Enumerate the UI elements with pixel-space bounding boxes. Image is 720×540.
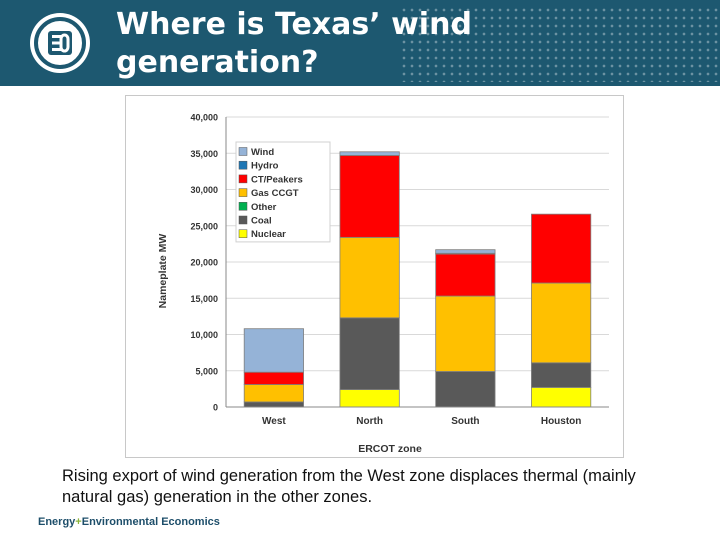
legend-swatch <box>238 160 248 170</box>
bar-segment <box>243 371 304 385</box>
slide-title: Where is Texas’ wind generation? <box>116 7 472 80</box>
stacked-bar-chart: Nameplate MW ERCOT zone 0 5,000 10,000 15,0… <box>157 113 609 455</box>
y-tick-label: 5,000 <box>195 366 218 376</box>
legend-label: Nuclear <box>251 229 286 240</box>
footer-brand: Energy+Environmental Economics <box>38 516 220 528</box>
footer-brand-part2: Environmental Economics <box>81 516 220 528</box>
legend-swatch <box>238 229 248 238</box>
x-tick-label: West <box>262 416 286 427</box>
bar-segment <box>435 371 496 408</box>
y-tick-label: 15,000 <box>190 294 218 304</box>
chart-legend: Wind Hydro CT/Peakers Gas CCGT Other Coal Nucl… <box>235 141 331 243</box>
footer-brand-plus: + <box>75 516 82 528</box>
legend-box <box>235 141 331 243</box>
bar-segment <box>339 155 400 238</box>
slide-header: Where is Texas’ wind generation? <box>0 0 720 86</box>
e3-logo-icon <box>30 13 90 73</box>
legend-swatch <box>238 174 248 184</box>
bar-segment <box>435 253 496 297</box>
bar-segment <box>435 249 496 254</box>
bar-segment <box>339 151 400 156</box>
bar-segment <box>435 295 496 372</box>
y-axis-label: Nameplate MW <box>157 234 169 309</box>
legend-swatch <box>238 147 248 156</box>
bar-segment <box>243 401 304 408</box>
slide-caption: Rising export of wind generation from th… <box>62 467 636 506</box>
legend-label: Coal <box>251 216 272 227</box>
axis-layer: Nameplate MW ERCOT zone 0 5,000 10,000 15,0… <box>157 113 609 455</box>
legend-swatch <box>238 215 248 225</box>
bar-segment <box>339 317 400 390</box>
legend-swatch <box>238 188 248 197</box>
legend-label: Gas CCGT <box>251 188 299 199</box>
header-dot-pattern <box>400 6 718 82</box>
bar-segment <box>531 362 592 388</box>
legend-label: Hydro <box>251 161 279 172</box>
y-tick-label: 0 <box>213 403 218 413</box>
legend-label: CT/Peakers <box>251 174 303 185</box>
y-tick-label: 20,000 <box>190 258 218 268</box>
chart-frame: Nameplate MW ERCOT zone 0 5,000 10,000 15,0… <box>125 95 624 458</box>
bar-segment <box>339 236 400 319</box>
y-tick-label: 35,000 <box>190 149 218 159</box>
y-tick-label: 25,000 <box>190 221 218 231</box>
legend-label: Wind <box>251 147 274 158</box>
x-tick-label: South <box>451 416 479 427</box>
x-tick-label: Houston <box>541 416 582 427</box>
x-axis-label: ERCOT zone <box>358 443 422 455</box>
bar-layer <box>243 151 592 408</box>
y-tick-label: 30,000 <box>190 185 218 195</box>
bar-segment <box>339 389 400 408</box>
footer-brand-part1: Energy <box>38 516 76 528</box>
bar-segment <box>531 213 592 284</box>
y-tick-label: 40,000 <box>190 113 218 123</box>
legend-swatch <box>238 202 248 211</box>
legend-label: Other <box>251 202 277 213</box>
bar-segment <box>531 282 592 364</box>
bar-segment <box>243 328 304 373</box>
x-tick-label: North <box>356 416 383 427</box>
y-tick-label: 10,000 <box>190 330 218 340</box>
bar-segment <box>531 387 592 408</box>
bar-segment <box>243 384 304 403</box>
